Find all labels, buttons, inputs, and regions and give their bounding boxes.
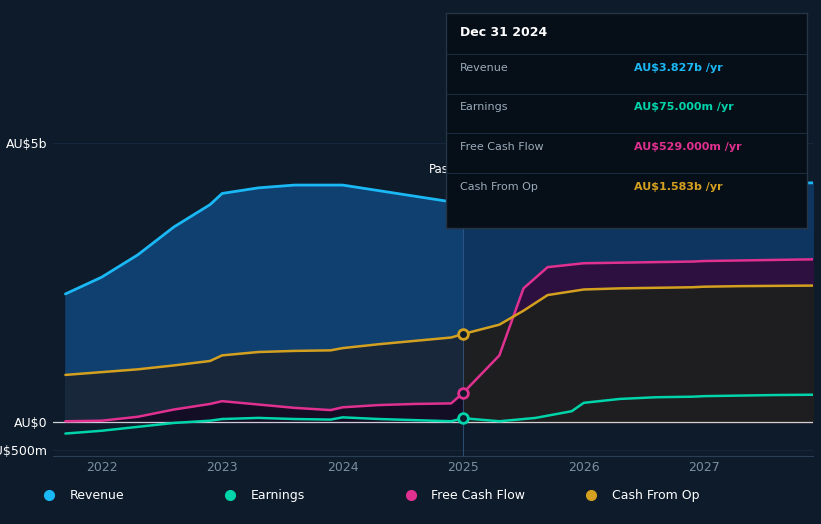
Text: Free Cash Flow: Free Cash Flow xyxy=(461,142,544,152)
Text: AU$3.827b /yr: AU$3.827b /yr xyxy=(634,62,722,72)
Text: AU$75.000m /yr: AU$75.000m /yr xyxy=(634,102,733,112)
Text: Revenue: Revenue xyxy=(461,62,509,72)
Text: Free Cash Flow: Free Cash Flow xyxy=(431,489,525,501)
Text: Earnings: Earnings xyxy=(250,489,305,501)
Text: Analysts Forecasts: Analysts Forecasts xyxy=(473,163,583,176)
Text: AU$1.583b /yr: AU$1.583b /yr xyxy=(634,182,722,192)
Text: AU$529.000m /yr: AU$529.000m /yr xyxy=(634,142,741,152)
Text: Cash From Op: Cash From Op xyxy=(461,182,538,192)
Text: Revenue: Revenue xyxy=(70,489,125,501)
Text: Cash From Op: Cash From Op xyxy=(612,489,699,501)
Text: Dec 31 2024: Dec 31 2024 xyxy=(461,26,548,39)
Text: Earnings: Earnings xyxy=(461,102,509,112)
Text: Past: Past xyxy=(429,163,453,176)
